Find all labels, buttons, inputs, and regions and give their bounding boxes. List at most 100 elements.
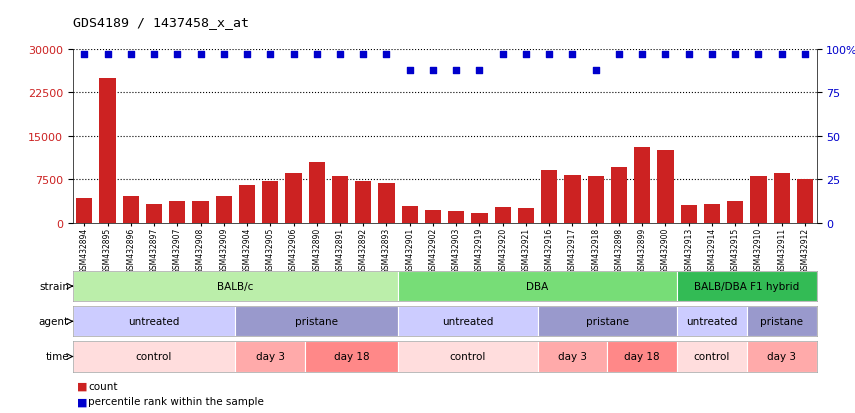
Text: time: time [45, 351, 69, 362]
Point [101, 52, 115, 58]
Text: count: count [88, 381, 118, 391]
Bar [746, 306, 817, 337]
Point [310, 52, 323, 58]
Bar [192, 202, 209, 223]
Bar [797, 180, 813, 223]
Bar [99, 78, 115, 223]
Bar [239, 185, 255, 223]
Text: BALB/c: BALB/c [217, 281, 254, 292]
Text: untreated: untreated [442, 316, 493, 327]
Bar [564, 176, 581, 223]
Bar [379, 184, 395, 223]
Point [380, 52, 393, 58]
Text: pristane: pristane [295, 316, 339, 327]
Bar [677, 306, 746, 337]
Point [426, 67, 439, 74]
Text: GDS4189 / 1437458_x_at: GDS4189 / 1437458_x_at [73, 16, 249, 29]
Bar [398, 306, 538, 337]
Bar [634, 148, 651, 223]
Point [589, 67, 603, 74]
Point [566, 52, 580, 58]
Point [728, 52, 742, 58]
Text: control: control [450, 351, 486, 362]
Bar [494, 208, 510, 223]
Point [473, 67, 486, 74]
Bar [587, 177, 604, 223]
Text: agent: agent [38, 316, 69, 327]
Bar [305, 342, 398, 372]
Point [403, 67, 416, 74]
Text: day 3: day 3 [767, 351, 796, 362]
Point [752, 52, 765, 58]
Point [542, 52, 556, 58]
Bar [286, 174, 302, 223]
Text: control: control [136, 351, 172, 362]
Point [170, 52, 184, 58]
Bar [73, 342, 235, 372]
Bar [235, 306, 398, 337]
Bar [774, 174, 790, 223]
Point [286, 52, 300, 58]
Point [124, 52, 138, 58]
Bar [607, 342, 677, 372]
Text: untreated: untreated [128, 316, 180, 327]
Bar [146, 204, 162, 223]
Bar [215, 197, 232, 223]
Bar [73, 271, 398, 301]
Text: strain: strain [39, 281, 69, 292]
Bar [76, 199, 92, 223]
Point [681, 52, 695, 58]
Point [357, 52, 370, 58]
Bar [746, 342, 817, 372]
Bar [518, 209, 534, 223]
Text: ■: ■ [77, 396, 87, 406]
Point [333, 52, 347, 58]
Bar [402, 207, 418, 223]
Text: DBA: DBA [527, 281, 549, 292]
Text: BALB/DBA F1 hybrid: BALB/DBA F1 hybrid [694, 281, 799, 292]
Bar [677, 271, 817, 301]
Bar [657, 151, 674, 223]
Text: day 18: day 18 [333, 351, 369, 362]
Text: day 3: day 3 [256, 351, 285, 362]
Bar [751, 177, 767, 223]
Point [635, 52, 649, 58]
Bar [235, 342, 305, 372]
Bar [727, 202, 743, 223]
Bar [471, 214, 487, 223]
Bar [681, 206, 697, 223]
Text: control: control [693, 351, 730, 362]
Point [194, 52, 208, 58]
Text: percentile rank within the sample: percentile rank within the sample [88, 396, 264, 406]
Bar [73, 306, 235, 337]
Bar [309, 162, 325, 223]
Point [217, 52, 231, 58]
Text: ■: ■ [77, 381, 87, 391]
Bar [448, 211, 464, 223]
Bar [262, 181, 279, 223]
Point [519, 52, 533, 58]
Point [147, 52, 161, 58]
Bar [677, 342, 746, 372]
Bar [169, 201, 186, 223]
Bar [398, 342, 538, 372]
Point [78, 52, 91, 58]
Bar [332, 177, 348, 223]
Point [450, 67, 463, 74]
Text: pristane: pristane [586, 316, 628, 327]
Bar [398, 271, 677, 301]
Bar [610, 168, 627, 223]
Bar [355, 182, 371, 223]
Point [658, 52, 672, 58]
Point [240, 52, 254, 58]
Bar [122, 197, 139, 223]
Text: untreated: untreated [687, 316, 738, 327]
Point [775, 52, 788, 58]
Bar [541, 171, 557, 223]
Bar [538, 306, 677, 337]
Bar [704, 204, 720, 223]
Text: pristane: pristane [760, 316, 803, 327]
Bar [538, 342, 607, 372]
Point [612, 52, 626, 58]
Point [263, 52, 277, 58]
